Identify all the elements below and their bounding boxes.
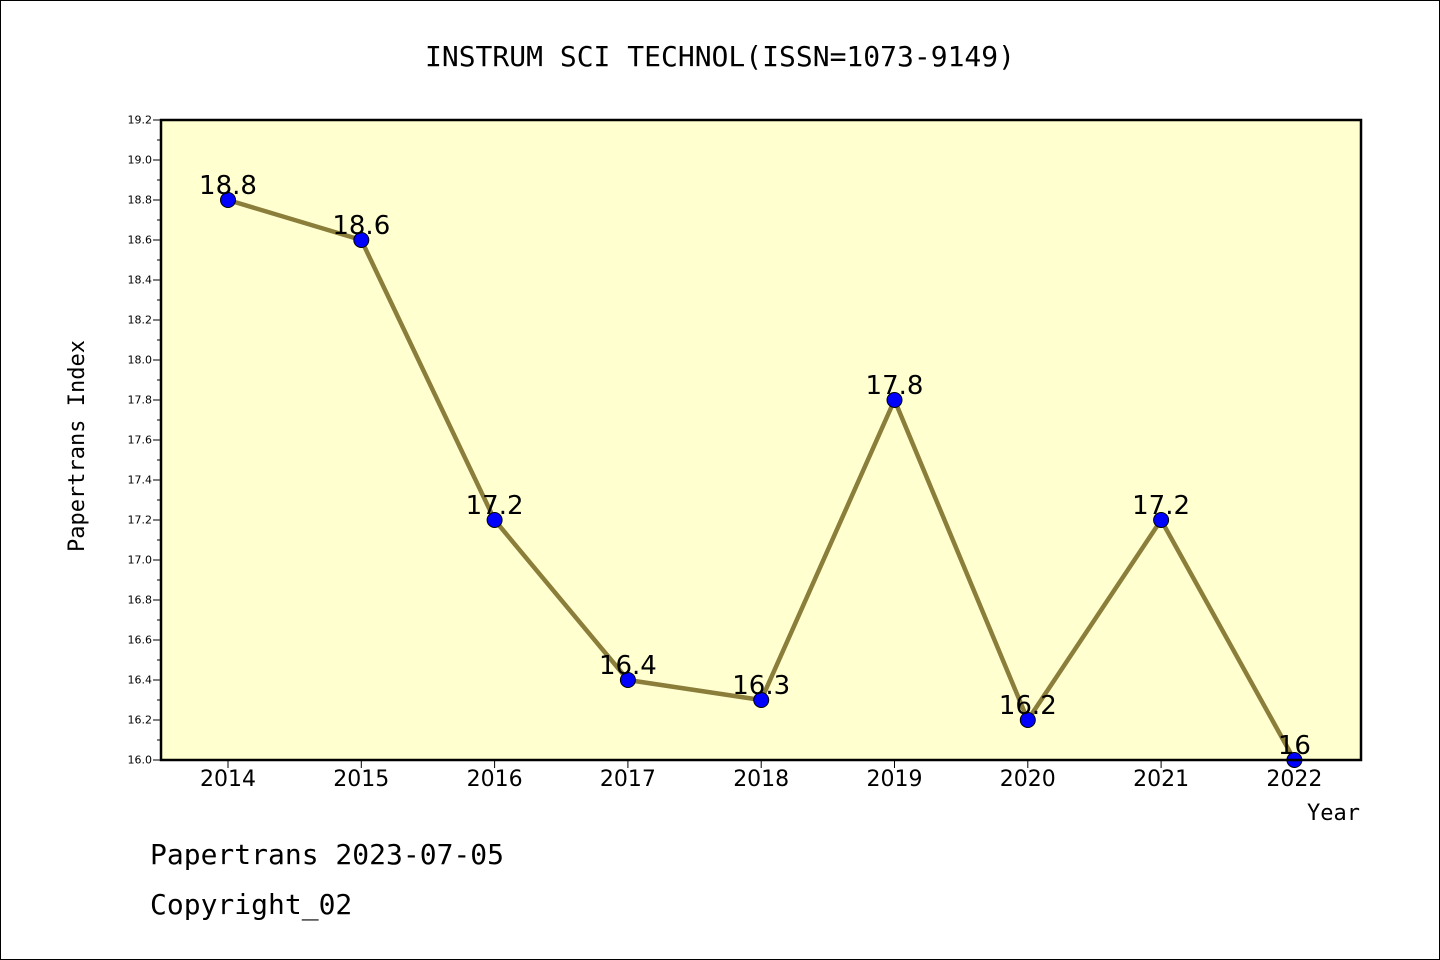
plot-border (159, 118, 1363, 762)
y-tick-label: 16.8 (128, 594, 153, 607)
data-label: 16.2 (999, 691, 1057, 721)
data-point (886, 392, 903, 408)
data-point (1153, 512, 1170, 528)
x-axis: 2014 2015 2016 2017 2018 2019 2020 2021 2022 (200, 760, 1322, 792)
data-label: 16 (1278, 731, 1311, 761)
data-label: 17.2 (466, 491, 524, 521)
y-axis-label: Papertrans Index (65, 340, 90, 552)
data-label: 18.8 (199, 171, 257, 201)
data-point (1019, 712, 1036, 728)
series-group: 18.8 18.6 17.2 16.4 16.3 17.8 16.2 17.2 16 (199, 171, 1311, 768)
x-tick-label: 2022 (1266, 767, 1322, 792)
x-tick-label: 2021 (1133, 767, 1189, 792)
y-tick-label: 19.0 (128, 154, 153, 167)
data-point (486, 512, 503, 528)
data-label: 16.4 (599, 651, 657, 681)
y-tick-label: 16.4 (128, 674, 153, 687)
x-tick-label: 2018 (733, 767, 789, 792)
y-tick-label: 17.6 (128, 434, 153, 447)
data-label: 18.6 (332, 211, 390, 241)
y-tick-label: 16.6 (128, 634, 153, 647)
data-label: 16.3 (732, 671, 790, 701)
y-tick-label: 17.4 (128, 474, 153, 487)
footer-copyright: Copyright_02 (150, 888, 352, 922)
x-tick-label: 2020 (1000, 767, 1056, 792)
y-tick-label: 18.4 (128, 274, 153, 287)
data-label: 17.2 (1132, 491, 1190, 521)
footer-date: Papertrans 2023-07-05 (150, 838, 504, 871)
y-tick-label: 16.0 (128, 754, 153, 767)
y-tick-label: 17.8 (128, 394, 153, 407)
y-tick-label: 18.0 (128, 354, 153, 367)
y-tick-label: 17.0 (128, 554, 153, 567)
data-point (619, 672, 636, 688)
data-label: 17.8 (866, 371, 924, 401)
y-tick-label: 18.6 (128, 234, 153, 247)
data-point (220, 192, 236, 208)
x-tick-label: 2017 (600, 767, 656, 792)
y-tick-label: 17.2 (128, 514, 153, 527)
chart-title: INSTRUM SCI TECHNOL(ISSN=1073-9149) (425, 40, 1015, 73)
data-point (353, 232, 370, 248)
x-tick-label: 2016 (467, 767, 523, 792)
y-tick-label: 18.8 (128, 194, 153, 207)
x-tick-label: 2015 (333, 767, 389, 792)
y-tick-label: 16.2 (128, 714, 153, 727)
x-axis-label: Year (1307, 801, 1360, 826)
plot-area (161, 120, 1361, 760)
y-tick-label: 19.2 (128, 114, 153, 127)
y-axis: 16.0 16.2 16.4 16.6 16.8 17.0 17.2 17.4 17.6 17.8… (128, 114, 161, 767)
data-point (753, 692, 770, 708)
x-tick-label: 2019 (867, 767, 923, 792)
x-tick-label: 2014 (200, 767, 256, 792)
y-tick-label: 18.2 (128, 314, 153, 327)
